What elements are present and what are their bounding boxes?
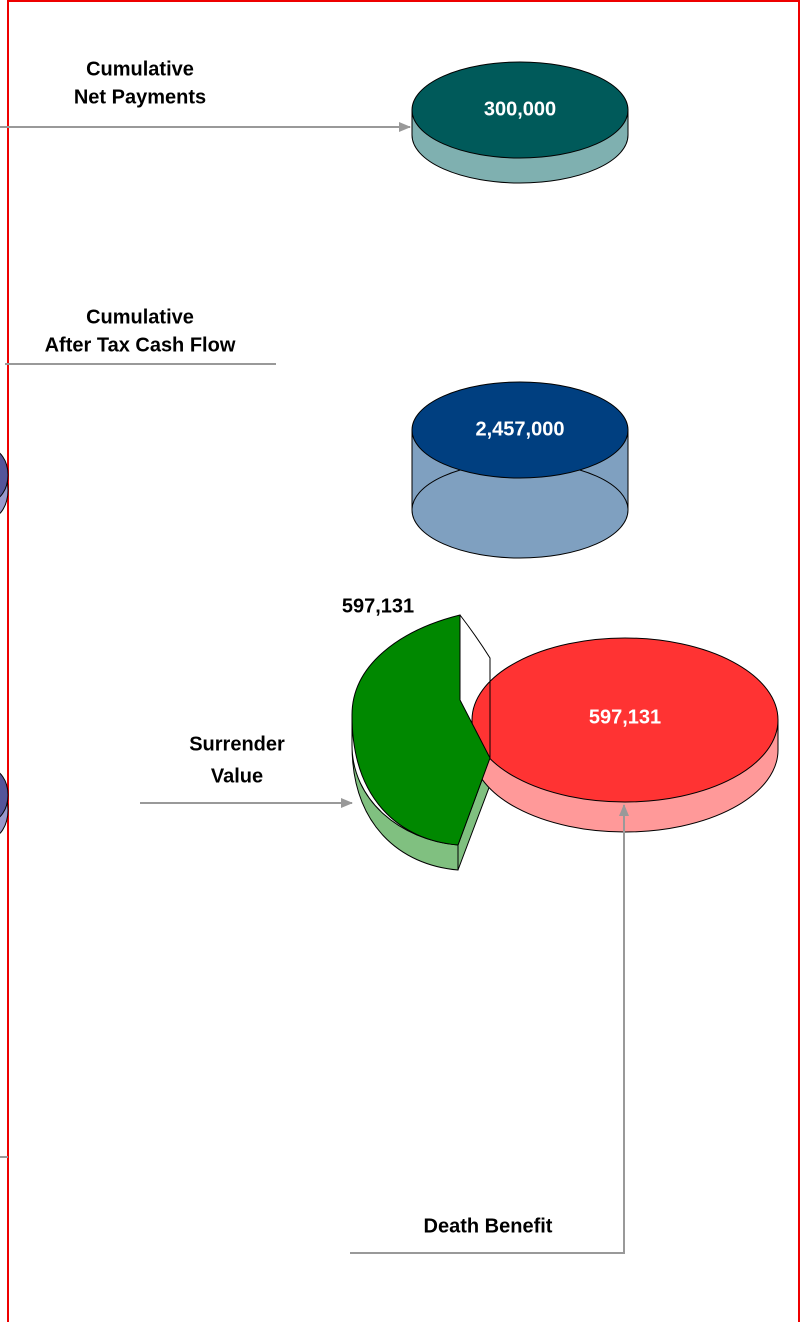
label: Value	[211, 765, 263, 787]
label: Cumulative	[86, 306, 194, 328]
edge-shape	[0, 452, 9, 498]
label: After Tax Cash Flow	[45, 334, 236, 356]
ellipse-top	[471, 637, 779, 803]
wedge-edge	[459, 614, 491, 758]
cylinder-top	[411, 381, 629, 479]
wedge-top	[351, 614, 491, 846]
label: Net Payments	[74, 86, 206, 108]
cylinder-top	[411, 61, 629, 159]
value: 597,131	[342, 595, 414, 617]
edge-shape	[0, 772, 9, 818]
value: 2,457,000	[476, 418, 565, 440]
label: Death Benefit	[424, 1215, 553, 1237]
value: 300,000	[484, 98, 556, 120]
arrow	[350, 1000, 625, 1254]
value: 597,131	[589, 706, 661, 728]
frame	[7, 0, 800, 1322]
label: Cumulative	[86, 58, 194, 80]
label: Surrender	[189, 733, 285, 755]
